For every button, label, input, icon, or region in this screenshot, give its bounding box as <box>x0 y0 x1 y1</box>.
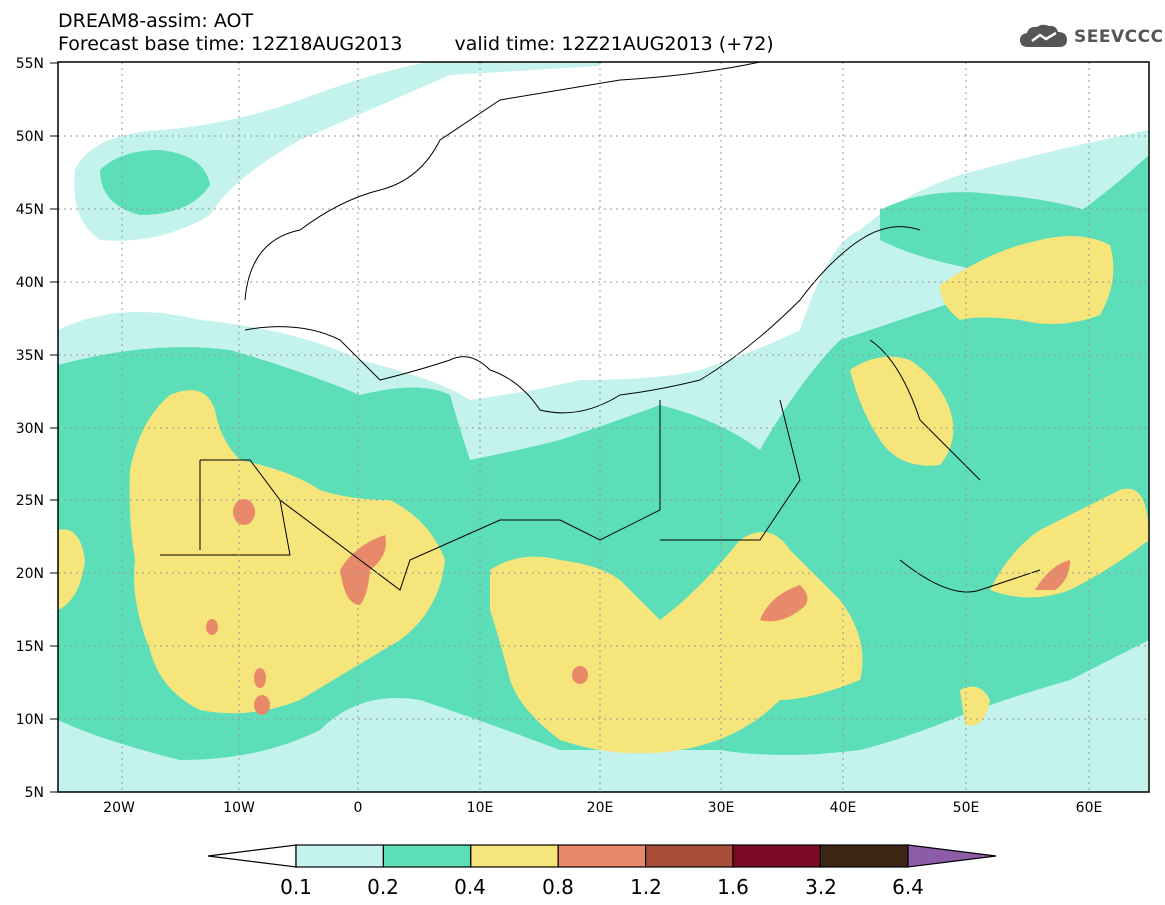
colorbar-low-arrow <box>207 844 297 868</box>
lat-label: 25N <box>16 493 44 509</box>
lon-label: 30E <box>708 800 735 816</box>
colorbar-label: 1.2 <box>630 875 662 899</box>
colorbar-label: 6.4 <box>892 875 924 899</box>
lat-label: 55N <box>16 56 44 72</box>
map-title: DREAM8-assim: AOT <box>58 10 254 32</box>
colorbar-label: 0.4 <box>454 875 486 899</box>
lat-label: 20N <box>16 566 44 582</box>
colorbar-label: 0.2 <box>367 875 399 899</box>
lat-label: 35N <box>16 348 44 364</box>
colorbar-swatch <box>382 844 472 868</box>
colorbar-label: 0.1 <box>280 875 312 899</box>
lon-label: 20E <box>587 800 614 816</box>
colorbar-high-arrow <box>907 844 997 868</box>
colorbar-label: 1.6 <box>717 875 749 899</box>
valid-time: valid time: 12Z21AUG2013 (+72) <box>454 33 774 55</box>
lon-label: 50E <box>953 800 980 816</box>
lon-label: 60E <box>1076 800 1103 816</box>
country-borders <box>160 62 1041 593</box>
colorbar <box>207 844 997 868</box>
lat-label: 5N <box>25 785 44 801</box>
colorbar-swatch <box>295 844 385 868</box>
lon-label: 10W <box>223 800 255 816</box>
base-time: Forecast base time: 12Z18AUG2013 <box>58 33 403 55</box>
colorbar-swatch <box>644 844 734 868</box>
lon-label: 10E <box>467 800 494 816</box>
lat-label: 15N <box>16 639 44 655</box>
colorbar-swatch <box>732 844 822 868</box>
colorbar-label: 0.8 <box>542 875 574 899</box>
colorbar-swatch <box>819 844 909 868</box>
aot-fields <box>58 62 1149 792</box>
lat-label: 40N <box>16 275 44 291</box>
logo-text: SEEVCCC <box>1074 27 1164 47</box>
lon-label: 0 <box>354 800 363 816</box>
map-frame <box>57 61 1150 793</box>
graticule <box>58 62 1149 792</box>
colorbar-swatch <box>470 844 559 868</box>
lat-axis: 55N 50N 45N 40N 35N 30N 25N 20N 15N 10N … <box>16 56 44 801</box>
colorbar-label: 3.2 <box>805 875 837 899</box>
colorbar-labels: 0.1 0.2 0.4 0.8 1.2 1.6 3.2 6.4 <box>280 875 924 899</box>
time-info: Forecast base time: 12Z18AUG2013 valid ti… <box>58 33 774 55</box>
seevccc-logo: SEEVCCC <box>1018 22 1164 52</box>
lat-label: 30N <box>16 421 44 437</box>
lon-axis: 20W 10W 0 10E 20E 30E 40E 50E 60E <box>103 800 1102 816</box>
lat-ticks <box>50 62 58 793</box>
lat-label: 50N <box>16 129 44 145</box>
lat-label: 45N <box>16 202 44 218</box>
lat-label: 10N <box>16 712 44 728</box>
lon-label: 20W <box>103 800 135 816</box>
cloud-logo-icon <box>1020 24 1067 47</box>
lon-label: 40E <box>830 800 857 816</box>
colorbar-swatch <box>557 844 647 868</box>
